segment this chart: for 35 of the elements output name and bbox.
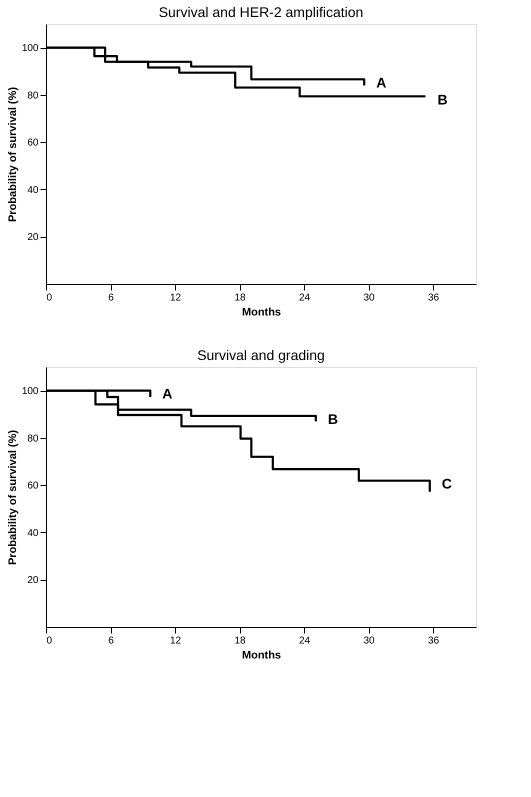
x-tick-label: 12 bbox=[170, 292, 182, 304]
chart-title: Survival and HER-2 amplification bbox=[158, 4, 364, 20]
x-tick-label: 18 bbox=[234, 292, 246, 304]
y-tick-label: 40 bbox=[27, 184, 39, 196]
x-tick-label: 12 bbox=[170, 636, 182, 646]
series-label: B bbox=[437, 91, 448, 108]
y-tick-label: 20 bbox=[27, 232, 39, 244]
y-tick-label: 60 bbox=[27, 138, 39, 149]
y-tick-label: 80 bbox=[27, 90, 39, 102]
series-label: B bbox=[328, 410, 338, 427]
y-tick-label: 20 bbox=[27, 575, 39, 586]
x-tick-label: 30 bbox=[363, 636, 375, 646]
x-tick-label: 6 bbox=[108, 636, 114, 646]
x-tick-label: 36 bbox=[428, 292, 440, 304]
x-axis-title: Months bbox=[242, 306, 282, 318]
x-tick-label: 30 bbox=[363, 292, 375, 304]
x-axis-title: Months bbox=[242, 650, 282, 662]
x-tick-label: 24 bbox=[298, 292, 310, 304]
x-tick-label: 18 bbox=[234, 636, 246, 646]
x-tick-label: 0 bbox=[46, 636, 52, 646]
series-label: C bbox=[442, 476, 452, 492]
y-tick-label: 40 bbox=[27, 528, 39, 539]
series-label: A bbox=[376, 74, 386, 90]
y-axis-title: Probability of survival (%) bbox=[6, 430, 19, 566]
x-tick-label: 24 bbox=[298, 636, 310, 646]
y-tick-label: 60 bbox=[27, 480, 39, 492]
y-tick-label: 100 bbox=[22, 386, 39, 398]
y-axis-title: Probability of survival (%) bbox=[6, 86, 19, 222]
y-tick-label: 80 bbox=[27, 433, 39, 444]
series-label: A bbox=[162, 386, 172, 402]
chart-title: Survival and grading bbox=[197, 347, 325, 363]
x-tick-label: 6 bbox=[108, 292, 114, 304]
x-tick-label: 36 bbox=[428, 636, 440, 646]
x-tick-label: 0 bbox=[46, 292, 52, 304]
y-tick-label: 100 bbox=[22, 43, 39, 54]
